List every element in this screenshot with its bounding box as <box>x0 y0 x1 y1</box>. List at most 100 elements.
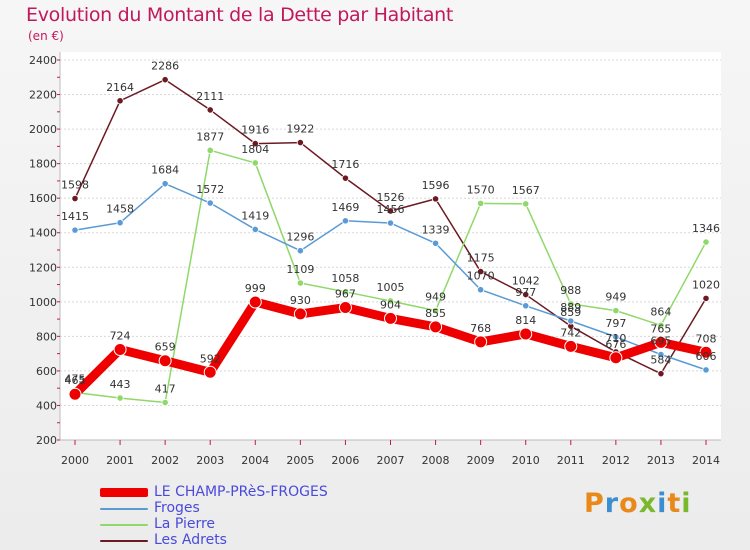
data-label: 977 <box>515 286 536 299</box>
data-point <box>161 398 169 407</box>
x-tick-label: 2013 <box>647 454 675 467</box>
data-label: 1458 <box>106 203 134 216</box>
data-point <box>296 138 304 147</box>
x-tick-label: 2008 <box>422 454 450 467</box>
data-label: 1042 <box>512 275 540 288</box>
data-label: 1109 <box>286 263 314 276</box>
y-tick-label: 1400 <box>29 227 57 240</box>
data-label: 1005 <box>377 281 405 294</box>
data-label: 1567 <box>512 184 540 197</box>
data-label: 1415 <box>61 210 89 223</box>
data-label: 889 <box>560 301 581 314</box>
data-label: 1058 <box>331 272 359 285</box>
data-label: 1469 <box>331 201 359 214</box>
data-point <box>161 76 169 84</box>
data-label: 859 <box>560 306 581 319</box>
data-point <box>71 194 79 203</box>
data-point <box>522 290 530 299</box>
data-label: 710 <box>605 332 626 345</box>
data-point <box>567 317 575 325</box>
data-point <box>567 300 575 308</box>
data-point <box>522 200 530 208</box>
legend-swatch-le-champ <box>100 488 148 497</box>
x-tick-label: 2004 <box>241 454 269 467</box>
data-point <box>341 174 350 182</box>
data-point <box>477 286 485 294</box>
x-tick-label: 2010 <box>512 454 540 467</box>
data-point <box>203 365 217 379</box>
data-point <box>702 366 710 374</box>
data-label: 443 <box>110 378 131 391</box>
data-point <box>296 279 304 287</box>
data-point <box>474 335 488 349</box>
logo-letter: i <box>657 488 668 519</box>
data-label: 1922 <box>286 123 314 136</box>
legend-swatch-la-pierre <box>100 524 148 526</box>
legend-label: La Pierre <box>154 516 216 532</box>
logo-letter: x <box>638 488 658 519</box>
data-label: 864 <box>650 305 671 318</box>
data-point <box>386 207 395 215</box>
data-point <box>702 238 710 246</box>
y-tick-label: 1000 <box>29 296 57 309</box>
data-point <box>116 394 124 402</box>
data-label: 1804 <box>241 143 269 156</box>
data-point <box>654 335 668 349</box>
data-label: 1598 <box>61 179 89 192</box>
data-label: 2286 <box>151 60 179 73</box>
data-label: 1070 <box>467 270 495 283</box>
data-label: 1339 <box>422 223 450 236</box>
x-tick-label: 2003 <box>196 454 224 467</box>
data-label: 2111 <box>196 90 224 103</box>
x-tick-label: 2005 <box>286 454 314 467</box>
logo-letter: r <box>604 488 620 519</box>
y-tick-label: 1200 <box>29 261 57 274</box>
data-point <box>702 294 710 302</box>
data-label: 1346 <box>692 222 720 235</box>
data-point <box>116 219 124 227</box>
y-tick-label: 400 <box>36 399 57 412</box>
data-label: 1684 <box>151 164 179 177</box>
y-tick-label: 2400 <box>29 54 57 67</box>
data-label: 797 <box>605 317 626 330</box>
data-label: 904 <box>380 298 401 311</box>
data-point <box>477 199 485 207</box>
data-point <box>431 239 440 247</box>
data-point <box>519 327 533 341</box>
data-point <box>293 307 307 321</box>
data-label: 1020 <box>692 278 720 291</box>
data-label: 724 <box>110 329 131 342</box>
data-point <box>386 297 395 305</box>
data-point <box>206 146 214 154</box>
y-tick-label: 200 <box>36 434 57 447</box>
y-tick-label: 600 <box>36 365 57 378</box>
data-label: 592 <box>200 352 221 365</box>
chart-unit-label: (en €) <box>28 29 64 43</box>
data-label: 417 <box>155 383 176 396</box>
legend-label: Froges <box>154 500 200 516</box>
data-point <box>386 219 395 227</box>
data-label: 949 <box>425 291 446 304</box>
logo-letter: o <box>619 488 639 519</box>
data-label: 855 <box>425 307 446 320</box>
data-label: 695 <box>650 335 671 348</box>
data-point <box>609 351 623 365</box>
data-point <box>564 339 578 353</box>
logo-letter: P <box>584 488 605 519</box>
logo-letter: t <box>667 488 682 519</box>
data-label: 949 <box>605 291 626 304</box>
x-tick-label: 2007 <box>377 454 405 467</box>
data-point <box>341 288 350 296</box>
data-label: 606 <box>696 350 717 363</box>
data-label: 659 <box>155 341 176 354</box>
x-tick-label: 2012 <box>602 454 630 467</box>
data-label: 1419 <box>241 209 269 222</box>
y-tick-label: 1800 <box>29 158 57 171</box>
data-point <box>161 180 169 188</box>
data-label: 1570 <box>467 183 495 196</box>
data-point <box>248 295 262 309</box>
data-label: 475 <box>65 373 86 386</box>
data-point <box>71 226 79 234</box>
data-point <box>384 311 397 325</box>
